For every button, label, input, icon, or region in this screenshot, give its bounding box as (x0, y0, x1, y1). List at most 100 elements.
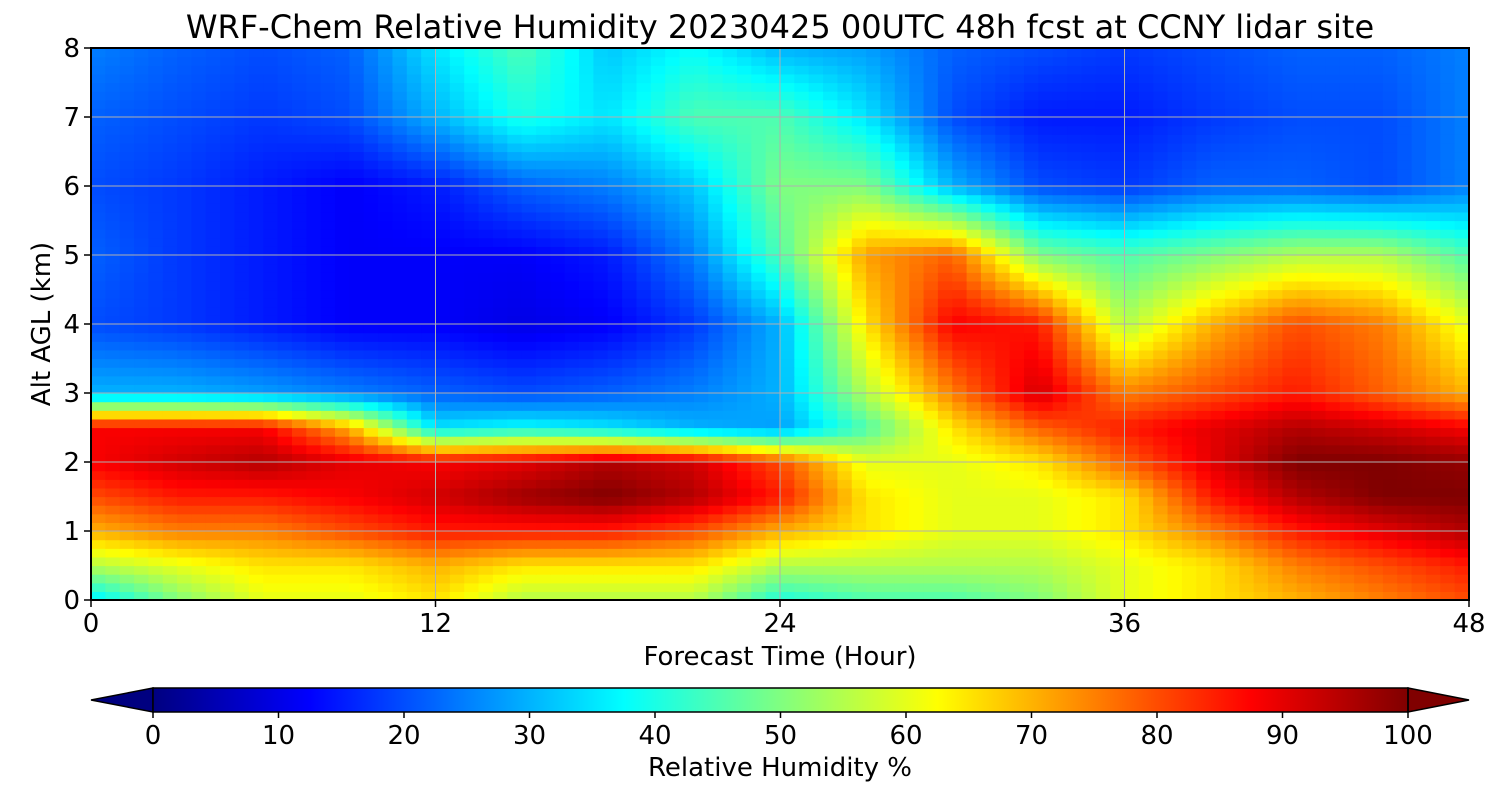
heatmap-cell (1354, 229, 1370, 239)
heatmap-cell (966, 513, 982, 523)
heatmap-cell (191, 462, 207, 472)
heatmap-cell (406, 315, 422, 325)
heatmap-cell (679, 384, 695, 394)
heatmap-cell (378, 513, 394, 523)
heatmap-cell (392, 427, 408, 437)
heatmap-cell (521, 505, 537, 515)
heatmap-cell (435, 410, 451, 420)
heatmap-cell (880, 315, 896, 325)
heatmap-cell (1268, 203, 1283, 213)
heatmap-cell (1038, 410, 1054, 420)
heatmap-cell (1024, 211, 1039, 222)
heatmap-cell (1024, 263, 1039, 273)
heatmap-cell (894, 306, 910, 316)
heatmap-cell (306, 444, 322, 454)
heatmap-cell (650, 229, 666, 239)
heatmap-cell (780, 177, 795, 187)
heatmap-cell (736, 306, 752, 316)
heatmap-cell (622, 505, 638, 515)
heatmap-cell (119, 522, 135, 532)
heatmap-cell (1325, 168, 1341, 178)
heatmap-cell (1268, 591, 1283, 600)
heatmap-cell (894, 496, 910, 506)
heatmap-cell (880, 410, 896, 420)
heatmap-cell (579, 410, 594, 420)
heatmap-cell (148, 418, 164, 429)
heatmap-cell (665, 332, 681, 342)
heatmap-cell (263, 306, 279, 316)
heatmap-cell (119, 306, 135, 316)
heatmap-cell (593, 539, 609, 549)
heatmap-cell (1224, 168, 1240, 178)
heatmap-cell (607, 393, 623, 403)
heatmap-cell (119, 487, 135, 498)
heatmap-cell (521, 393, 537, 403)
heatmap-cell (851, 246, 867, 256)
heatmap-cell (535, 160, 551, 170)
heatmap-cell (1282, 393, 1298, 403)
heatmap-cell (1124, 272, 1140, 282)
heatmap-cell (937, 470, 953, 480)
heatmap-cell (1052, 306, 1068, 316)
heatmap-cell (478, 487, 494, 498)
heatmap-cell (191, 246, 207, 256)
heatmap-cell (1339, 298, 1355, 308)
heatmap-cell (421, 160, 437, 170)
heatmap-cell (808, 444, 824, 454)
heatmap-cell (1024, 151, 1039, 161)
heatmap-cell (1339, 168, 1355, 178)
heatmap-cell (780, 462, 795, 472)
heatmap-cell (808, 177, 824, 187)
heatmap-cell (909, 160, 925, 170)
heatmap-cell (492, 341, 508, 351)
heatmap-cell (263, 229, 279, 239)
heatmap-cell (1110, 479, 1126, 489)
heatmap-cell (406, 255, 422, 265)
heatmap-cell (406, 298, 422, 308)
heatmap-cell (751, 220, 767, 230)
heatmap-cell (966, 324, 982, 334)
heatmap-cell (866, 272, 882, 282)
heatmap-cell (148, 548, 164, 558)
heatmap-cell (1397, 470, 1413, 480)
heatmap-cell (1024, 470, 1039, 480)
heatmap-cell (736, 168, 752, 178)
heatmap-cell (722, 582, 738, 592)
heatmap-cell (622, 186, 638, 196)
heatmap-cell (794, 496, 810, 506)
heatmap-cell (894, 186, 910, 196)
heatmap-cell (335, 591, 350, 600)
heatmap-cell (162, 418, 178, 429)
heatmap-cell (1081, 479, 1097, 489)
heatmap-cell (406, 341, 422, 351)
heatmap-cell (205, 289, 221, 299)
heatmap-cell (736, 393, 752, 403)
heatmap-cell (564, 263, 580, 273)
heatmap-cell (1454, 496, 1469, 506)
heatmap-cell (1253, 444, 1269, 454)
heatmap-cell (736, 349, 752, 360)
heatmap-cell (1153, 375, 1169, 385)
heatmap-cell (794, 349, 810, 360)
heatmap-cell (1268, 358, 1283, 368)
heatmap-cell (1167, 168, 1183, 178)
heatmap-cell (134, 410, 150, 420)
heatmap-cell (1110, 332, 1126, 342)
heatmap-cell (966, 306, 982, 316)
heatmap-cell (923, 462, 939, 472)
heatmap-cell (650, 324, 666, 334)
heatmap-cell (937, 332, 953, 342)
heatmap-cell (1440, 505, 1456, 515)
heatmap-cell (736, 324, 752, 334)
heatmap-cell (105, 160, 121, 170)
heatmap-cell (980, 522, 996, 532)
heatmap-cell (679, 349, 695, 360)
heatmap-cell (1196, 237, 1212, 247)
heatmap-cell (622, 436, 638, 446)
heatmap-cell (1196, 582, 1212, 592)
heatmap-cell (134, 220, 150, 230)
heatmap-cell (636, 548, 652, 558)
heatmap-cell (851, 582, 867, 592)
heatmap-cell (736, 194, 752, 204)
heatmap-cell (134, 332, 150, 342)
